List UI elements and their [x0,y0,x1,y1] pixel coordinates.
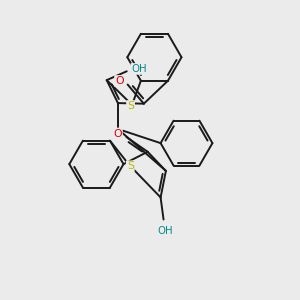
Text: O: O [113,128,122,139]
Text: OH: OH [131,64,147,74]
Text: O: O [115,76,124,86]
Text: S: S [127,161,134,171]
Text: OH: OH [157,226,172,236]
Text: S: S [127,101,134,111]
